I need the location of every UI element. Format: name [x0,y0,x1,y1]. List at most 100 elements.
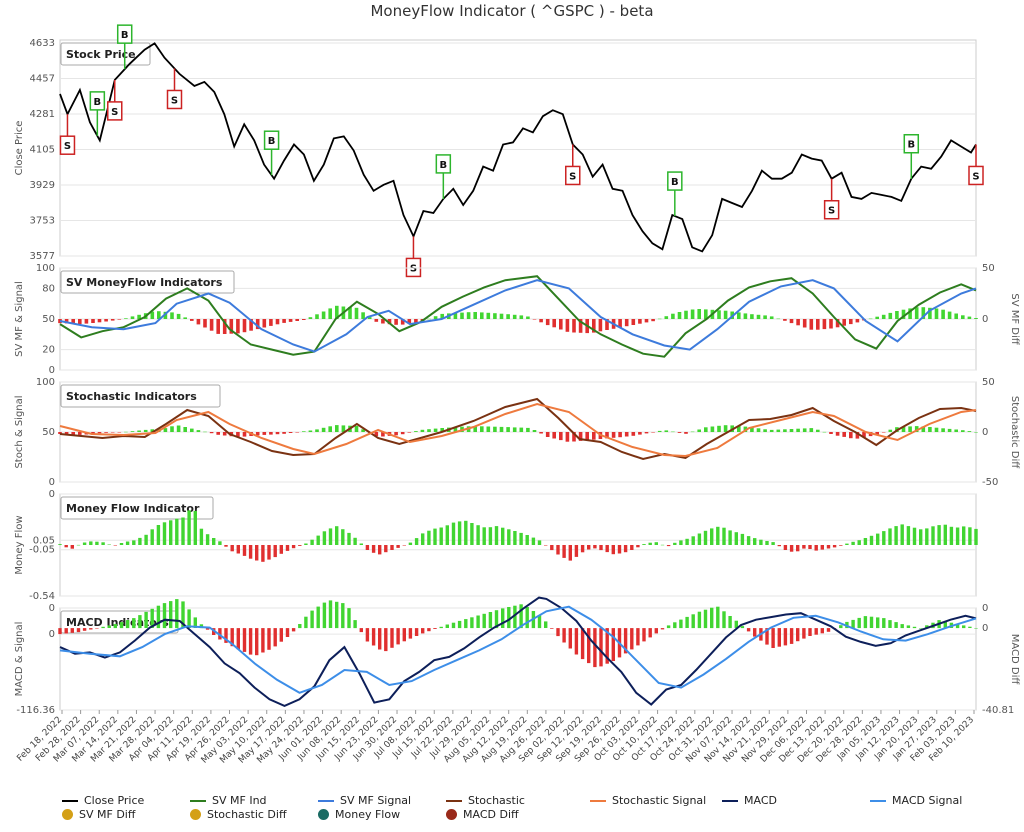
signal-marker-label: S [972,171,979,182]
macd-diff-bar [691,614,695,629]
money-flow-bar [703,530,708,545]
sell-signal-marker [166,89,183,110]
y-tick-label: 100 [36,263,55,274]
legend-item-money-flow[interactable]: Money Flow [318,808,400,821]
y-right-tick-label: 50 [982,377,995,388]
sv-mf-diff-bar [302,319,306,320]
stochastic-diff-bar [183,427,187,432]
signal-marker-label: B [268,136,276,147]
panel-label-box [60,384,221,408]
macd-diff-bar [525,607,529,629]
legend-swatch [722,799,738,802]
money-flow-bar [876,533,880,545]
stochastic-diff-bar [526,427,530,432]
money-flow-bar [169,520,173,545]
money-flow-bar [261,545,265,562]
sv-mf-diff-bar [335,305,339,319]
legend-item-stochastic-diff[interactable]: Stochastic Diff [190,808,287,821]
stochastic-diff-bar [881,432,886,433]
stochastic-diff-bar [91,432,95,434]
money-flow-bar [968,527,972,545]
sv-mf-diff-bar [921,307,926,319]
sv-mf-diff-bar [974,318,978,319]
macd-diff-bar [660,628,665,630]
stochastic-diff-bar [914,426,919,432]
macd-signal-line [59,605,977,694]
money-flow-bar [673,542,677,545]
money-flow-bar [623,545,628,553]
money-flow-bar [777,545,781,547]
legend-item-stochastic[interactable]: Stochastic [446,794,525,807]
money-flow-bar [64,545,68,548]
sv-mf-diff-bar [97,319,102,323]
stochastic-diff-bar [295,432,299,433]
money-flow-bar [113,545,117,546]
stochastic-diff-bar [315,429,319,432]
macd-diff-bar [746,628,751,632]
money-flow-bar [310,539,314,545]
sv-mf-diff-bar [512,314,517,319]
money-flow-bar [162,522,167,545]
sv-mf-diff-bar [473,312,477,319]
macd-diff-bar [771,628,775,648]
macd-diff-bar [685,616,689,628]
y-axis-title: Money Flow [14,515,25,574]
sv-mf-diff-bar [796,319,800,326]
macd-diff-bar [863,616,868,629]
sv-mf-diff-bar [506,314,510,319]
stochastic-diff-bar [822,431,827,433]
money-flow-bar [482,527,486,545]
y-tick-label: 100 [36,377,55,388]
legend-item-sv-mf-ind[interactable]: SV MF Ind [190,794,267,807]
money-flow-bar [722,527,726,545]
legend-item-stochastic-signal[interactable]: Stochastic Signal [590,794,706,807]
stochastic-diff-bar [104,432,108,433]
money-flow-bar [421,533,425,545]
money-flow-bar [464,520,468,545]
legend-label: SV MF Signal [340,794,412,807]
money-flow-bar [378,545,382,555]
money-flow-bar [574,545,579,557]
money-flow-bar [820,545,824,550]
sv-mf-diff-bar [888,312,893,319]
signal-marker-label: B [121,30,129,41]
money-flow-bar [734,532,738,545]
legend-item-sv-mf-signal[interactable]: SV MF Signal [318,794,411,807]
legend-item-sv-mf-diff[interactable]: SV MF Diff [62,808,135,821]
macd-diff-bar [912,626,917,629]
money-flow-bar [771,542,775,545]
legend-item-macd[interactable]: MACD [722,794,777,807]
macd-diff-bar [328,600,333,628]
stochastic-diff-bar [209,432,214,434]
macd-diff-bar [279,628,283,642]
money-flow-bar [630,545,634,550]
macd-diff-bar [642,628,646,642]
macd-diff-bar [820,628,824,634]
macd-diff-bar [488,612,493,629]
sv-mf-ind-line [59,275,977,358]
stochastic-diff-bar [150,429,155,432]
legend-item-macd-diff[interactable]: MACD Diff [446,808,519,821]
legend-item-close-price[interactable]: Close Price [62,794,144,807]
y-right-tick-label: 0 [982,603,988,614]
y-tick-label: 50 [42,427,55,438]
macd-diff-bar [513,605,517,629]
money-flow-bar [150,529,154,545]
stochastic-diff-bar [282,432,286,434]
stochastic-diff-bar [961,430,965,432]
legend-item-macd-signal[interactable]: MACD Signal [870,794,962,807]
money-flow-bar [796,545,800,552]
sv-mf-diff-bar [308,317,313,319]
sv-mf-diff-bar [64,319,69,324]
money-flow-bar [408,542,413,545]
stochastic-diff-bar [335,425,339,432]
stochastic-diff-bar [328,426,332,432]
sv-mf-diff-bar [802,319,807,328]
sv-mf-diff-bar [578,319,583,333]
stochastic-diff-bar [117,432,122,433]
macd-diff-bar [310,610,314,629]
money-flow-bar [267,545,271,560]
stochastic-diff-bar [664,430,669,432]
money-flow-bar [335,526,339,545]
sv-mf-diff-bar [466,312,471,319]
